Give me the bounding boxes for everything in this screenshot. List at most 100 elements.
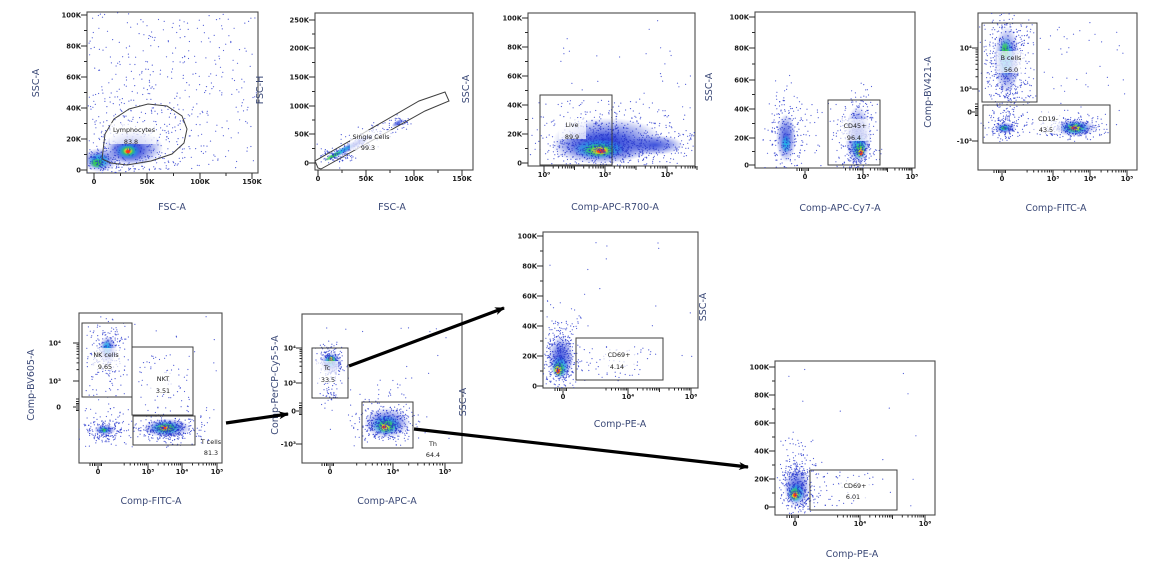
scatter-dot [996, 76, 999, 79]
scatter-dot [596, 143, 598, 145]
scatter-dot [251, 53, 253, 55]
scatter-dot [785, 178, 786, 179]
scatter-dot [89, 54, 91, 56]
scatter-dot [592, 129, 594, 131]
scatter-dot [98, 27, 100, 29]
scatter-dot [595, 109, 597, 112]
gate-outline [982, 104, 1111, 144]
scatter-dot [640, 134, 643, 137]
scatter-dot [1030, 85, 1032, 87]
scatter-dot [667, 145, 669, 147]
scatter-dot [335, 150, 337, 152]
scatter-dot [617, 153, 620, 155]
scatter-dot [88, 445, 90, 447]
scatter-dot [590, 147, 593, 149]
scatter-dot [89, 330, 91, 332]
scatter-dot [642, 146, 644, 149]
scatter-dot [324, 159, 327, 161]
scatter-dot [557, 145, 559, 147]
scatter-dot [605, 144, 607, 146]
scatter-dot [789, 149, 791, 151]
scatter-dot [847, 159, 850, 161]
scatter-dot [151, 36, 154, 38]
scatter-dot [100, 346, 102, 348]
scatter-dot [1007, 39, 1009, 41]
scatter-dot [96, 152, 98, 154]
scatter-dot [91, 152, 93, 154]
scatter-dot [995, 88, 997, 90]
scatter-dot [992, 50, 995, 53]
scatter-dot [876, 103, 878, 105]
scatter-dot [1072, 122, 1074, 124]
scatter-dot [1093, 130, 1095, 133]
scatter-dot [567, 147, 569, 149]
scatter-dot [1064, 121, 1067, 123]
scatter-dot [167, 40, 169, 42]
scatter-dot [786, 138, 788, 140]
scatter-dot [676, 162, 678, 164]
scatter-dot [1007, 78, 1009, 80]
scatter-dot [96, 345, 98, 347]
scatter-dot [595, 162, 597, 164]
scatter-dot [177, 163, 179, 165]
scatter-dot [145, 68, 147, 70]
scatter-dot [160, 417, 163, 419]
scatter-dot [168, 168, 170, 170]
scatter-dot [864, 142, 866, 144]
scatter-dot [613, 133, 615, 135]
scatter-dot [133, 175, 134, 176]
scatter-dot [592, 151, 594, 153]
scatter-dot [198, 19, 200, 21]
scatter-dot [858, 156, 860, 158]
scatter-dot [1020, 115, 1023, 117]
scatter-dot [627, 161, 629, 164]
scatter-dot [860, 161, 863, 163]
scatter-dot [572, 107, 574, 109]
scatter-dot [781, 154, 783, 156]
scatter-dot [690, 138, 692, 141]
scatter-dot [142, 168, 144, 170]
scatter-dot [594, 149, 596, 151]
scatter-dot [1083, 130, 1086, 132]
scatter-dot [639, 124, 642, 126]
scatter-dot [113, 154, 116, 156]
scatter-dot [1083, 124, 1085, 126]
scatter-dot [114, 331, 116, 333]
scatter-dot [781, 162, 783, 164]
scatter-dot [83, 159, 84, 160]
scatter-dot [164, 162, 166, 164]
scatter-dot [557, 156, 559, 158]
scatter-dot [102, 168, 105, 170]
scatter-dot [1083, 122, 1085, 124]
scatter-dot [790, 82, 792, 84]
scatter-dot [140, 420, 142, 422]
scatter-dot [138, 157, 140, 159]
scatter-dot [87, 172, 89, 173]
scatter-dot [96, 145, 98, 147]
scatter-dot [875, 121, 877, 123]
gate-name: Single Cells [353, 133, 391, 141]
scatter-dot [1085, 84, 1087, 86]
scatter-dot [779, 150, 781, 152]
scatter-dot [648, 140, 650, 142]
scatter-dot [848, 154, 850, 156]
scatter-dot [1007, 99, 1009, 101]
scatter-dot [580, 113, 582, 115]
scatter-dot [394, 122, 396, 124]
scatter-dot [348, 154, 350, 156]
scatter-dot [841, 116, 844, 118]
scatter-dot [167, 168, 169, 170]
scatter-dot [991, 63, 993, 65]
scatter-dot [771, 131, 773, 133]
scatter-dot [594, 147, 596, 149]
scatter-dot [170, 109, 173, 111]
scatter-dot [552, 120, 554, 122]
scatter-dot [783, 139, 785, 141]
scatter-dot [777, 186, 778, 187]
scatter-dot [105, 439, 107, 441]
scatter-dot [337, 155, 340, 158]
scatter-dot [121, 166, 123, 168]
scatter-dot [788, 134, 790, 136]
plot-frame [314, 12, 474, 171]
scatter-dot [166, 423, 168, 425]
